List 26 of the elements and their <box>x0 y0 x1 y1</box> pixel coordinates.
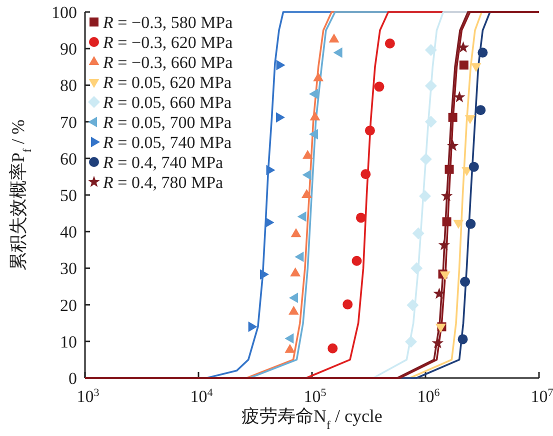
y-tick-label: 80 <box>60 76 77 96</box>
legend-label: R = −0.3, 580 MPa <box>102 13 234 32</box>
y-tick-label: 90 <box>60 40 77 59</box>
x-tick-label: 10$^{5}$ <box>304 387 327 406</box>
y-tick-label: 50 <box>60 186 77 205</box>
legend-label: R = 0.05, 700 MPa <box>102 113 232 132</box>
legend-label: R = −0.3, 660 MPa <box>102 53 234 72</box>
y-tick-label: 70 <box>60 112 77 132</box>
x-tick-label: 10$^{4}$ <box>190 387 214 406</box>
x-tick-label: 10$^{6}$ <box>417 387 440 406</box>
legend-label: R = 0.05, 620 MPa <box>102 73 232 92</box>
legend-label: R = 0.4, 740 MPa <box>102 153 224 172</box>
x-axis-title: 疲劳寿命N$_{f}$ / cycle <box>242 406 382 432</box>
y-tick-label: 40 <box>60 222 77 242</box>
x-tick-label: 10$^{7}$ <box>530 387 553 406</box>
y-tick-label: 60 <box>60 149 77 168</box>
y-tick-label: 20 <box>60 296 77 315</box>
y-tick-label: 30 <box>60 259 77 278</box>
y-tick-label: 100 <box>52 3 77 22</box>
y-tick-label: 10 <box>60 332 77 352</box>
y-tick-label: 0 <box>68 369 77 388</box>
legend-label: R = 0.05, 660 MPa <box>102 93 232 112</box>
legend-label: R = 0.4, 780 MPa <box>102 173 224 192</box>
x-tick-label: 10$^{3}$ <box>76 387 100 406</box>
legend-label: R = −0.3, 620 MPa <box>102 33 234 52</box>
legend-label: R = 0.05, 740 MPa <box>102 133 232 152</box>
